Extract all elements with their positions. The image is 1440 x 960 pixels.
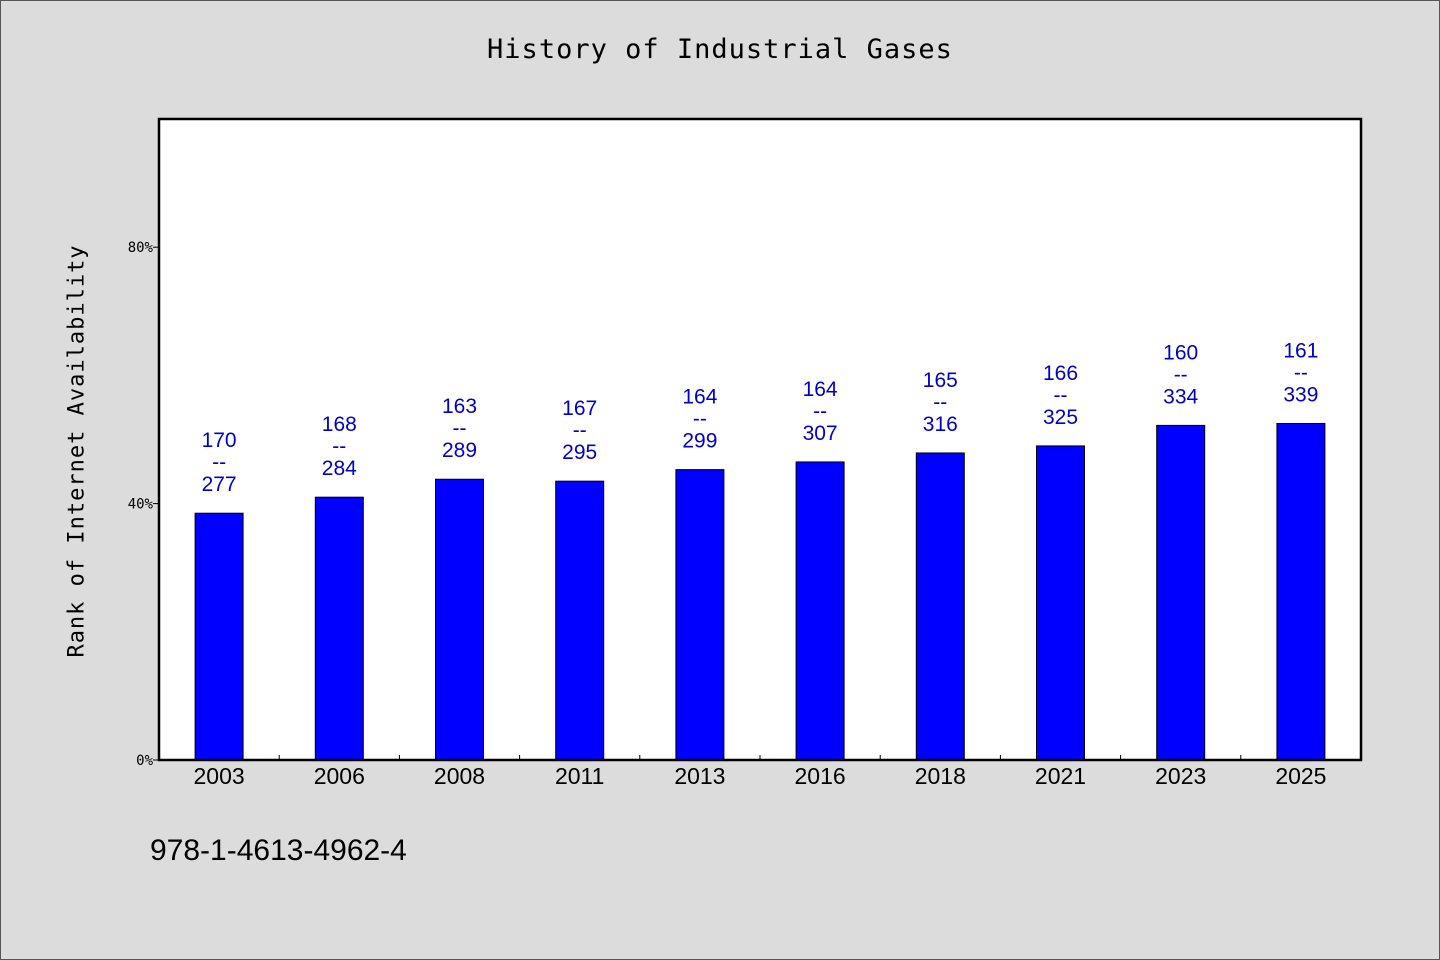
x-tick-label: 2006 bbox=[314, 763, 365, 789]
data-label: -- bbox=[693, 408, 707, 431]
x-tick-label: 2011 bbox=[555, 763, 604, 789]
data-label: 334 bbox=[1163, 385, 1198, 408]
bar bbox=[1036, 445, 1085, 761]
chart-title: History of Industrial Gases bbox=[487, 34, 953, 65]
data-label: -- bbox=[453, 417, 467, 440]
bar bbox=[795, 461, 845, 761]
x-tick-label: 2018 bbox=[915, 763, 966, 789]
bar bbox=[194, 512, 244, 761]
data-label: -- bbox=[332, 435, 346, 458]
x-tick-label: 2008 bbox=[434, 763, 485, 789]
data-label: 161 bbox=[1283, 339, 1318, 362]
data-label: 307 bbox=[803, 422, 838, 445]
data-label: 163 bbox=[442, 395, 477, 418]
data-label: 299 bbox=[682, 430, 717, 453]
x-tick-label: 2023 bbox=[1155, 763, 1206, 789]
data-label: 277 bbox=[202, 473, 237, 496]
y-tick-label: 40% bbox=[128, 497, 154, 513]
x-tick-label: 2016 bbox=[795, 763, 846, 789]
data-label: -- bbox=[1294, 361, 1308, 384]
bar bbox=[314, 496, 364, 761]
y-tick-label: 0% bbox=[136, 753, 153, 769]
data-label: 284 bbox=[322, 457, 357, 480]
data-label: 339 bbox=[1283, 383, 1318, 406]
data-label: 165 bbox=[923, 369, 958, 392]
data-label: 164 bbox=[682, 386, 717, 409]
data-label: 289 bbox=[442, 439, 477, 462]
data-label: 316 bbox=[923, 413, 958, 436]
data-label: -- bbox=[813, 400, 827, 423]
x-tick-label: 2013 bbox=[674, 763, 725, 789]
data-label: -- bbox=[212, 451, 226, 474]
data-label: 167 bbox=[562, 397, 597, 420]
data-label: -- bbox=[1174, 363, 1188, 386]
x-tick-label: 2025 bbox=[1275, 763, 1326, 789]
bar bbox=[915, 452, 965, 761]
data-label: -- bbox=[573, 419, 587, 442]
data-label: 170 bbox=[202, 429, 237, 452]
bar bbox=[555, 480, 605, 761]
x-tick-label: 2021 bbox=[1035, 763, 1086, 789]
data-label: 325 bbox=[1043, 406, 1078, 429]
x-tick-label: 2003 bbox=[194, 763, 245, 789]
bar bbox=[1276, 422, 1326, 761]
data-label: -- bbox=[1054, 384, 1068, 407]
plot-border bbox=[157, 117, 1363, 762]
data-label: 160 bbox=[1163, 341, 1198, 364]
y-tick-label: 80% bbox=[128, 240, 154, 256]
isbn-text: 978-1-4613-4962-4 bbox=[150, 834, 407, 867]
data-label: 166 bbox=[1043, 362, 1078, 385]
bar bbox=[675, 469, 725, 761]
data-label: 295 bbox=[562, 441, 597, 464]
data-label: 168 bbox=[322, 413, 357, 436]
data-label: 164 bbox=[803, 378, 838, 401]
bar bbox=[1156, 424, 1206, 761]
data-label: -- bbox=[933, 391, 947, 414]
bar bbox=[435, 478, 484, 761]
